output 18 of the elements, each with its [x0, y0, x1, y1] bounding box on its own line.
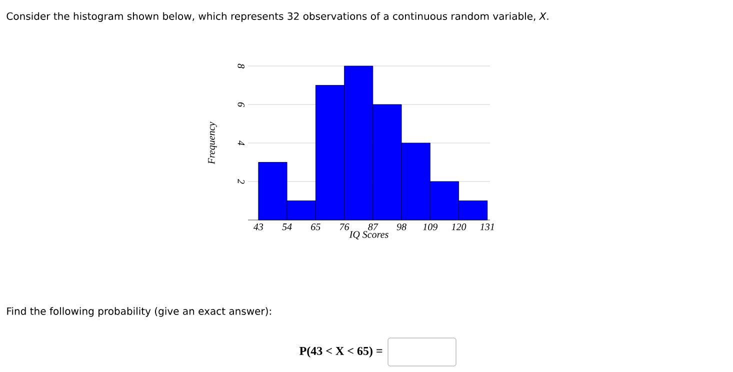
y-tick-label: 4 — [238, 140, 244, 146]
x-tick-label: 98 — [396, 224, 406, 230]
x-tick-label: 65 — [311, 224, 320, 230]
x-tick-label: 131 — [480, 224, 494, 230]
text: Find the following probability (give an exact answer): — [7, 307, 271, 317]
x-tick-label: 76 — [340, 224, 350, 230]
x-tick-label: 120 — [452, 224, 466, 230]
chart-title: Consider the histogram shown below, which represents 32 observations of a continuous random variable, X. — [6, 12, 548, 22]
x-tick-label: 87 — [368, 224, 378, 230]
y-tick-label: 2 — [238, 179, 244, 184]
y-axis-title: Frequency — [208, 122, 217, 164]
text: P(43 < X < 65) = — [300, 346, 382, 358]
x-axis-title: IQ Scores — [349, 231, 388, 240]
y-tick-label: 8 — [238, 64, 244, 68]
x-tick-label: 54 — [282, 224, 292, 230]
x-tick-label: 109 — [423, 224, 438, 230]
y-tick-label: 6 — [238, 102, 244, 107]
x-tick-label: 43 — [253, 224, 264, 230]
